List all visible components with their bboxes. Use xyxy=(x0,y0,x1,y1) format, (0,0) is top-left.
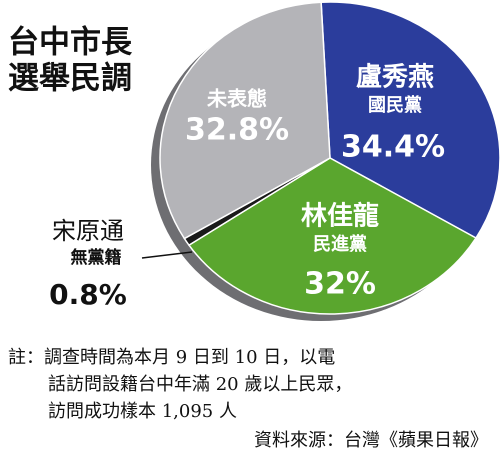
slice-name: 林佳龍 xyxy=(301,201,379,232)
value-label: 34.4% xyxy=(341,130,445,165)
pie-slice xyxy=(159,1,331,240)
note: 話訪問設籍台中年滿 20 歲以上民眾， xyxy=(48,374,352,395)
note: 註：調查時間為本月 9 日到 10 日，以電 xyxy=(8,347,335,368)
pie-slice xyxy=(187,157,478,315)
leader-line xyxy=(141,251,193,259)
note: 訪問成功樣本 1,095 人 xyxy=(48,401,237,422)
value-label: 32.8% xyxy=(185,113,289,148)
chart-title: 台中市長 xyxy=(8,25,133,61)
chart-title: 選舉民調 xyxy=(8,61,132,97)
slice-party: 民進黨 xyxy=(313,233,367,255)
slice-party: 國民黨 xyxy=(368,94,422,116)
slice-name: 盧秀燕 xyxy=(356,63,434,93)
value-label: 32% xyxy=(304,267,376,302)
pie-slice xyxy=(320,1,501,239)
slice-name: 宋原通 xyxy=(52,217,124,245)
slice-name: 未表態 xyxy=(207,87,267,111)
source: 資料來源：台灣《蘋果日報》 xyxy=(254,430,488,451)
slice-party: 無黨籍 xyxy=(71,247,122,268)
value-label: 0.8% xyxy=(49,278,127,311)
